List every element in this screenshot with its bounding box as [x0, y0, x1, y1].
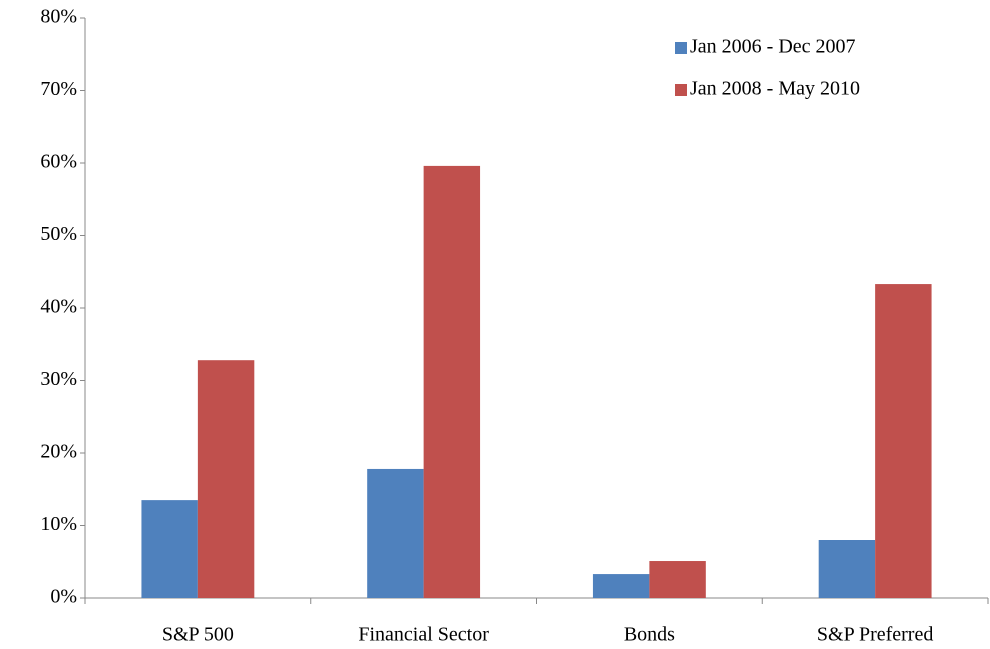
bar: [649, 561, 706, 598]
legend-label: Jan 2008 - May 2010: [690, 78, 860, 100]
bar: [875, 284, 932, 598]
y-tick-label: 20%: [40, 441, 77, 463]
legend-swatch: [675, 84, 687, 96]
y-tick-label: 10%: [40, 513, 77, 535]
x-tick-label: S&P Preferred: [817, 624, 933, 646]
y-tick-label: 0%: [50, 586, 77, 608]
y-tick-label: 50%: [40, 223, 77, 245]
bar: [367, 468, 424, 598]
bar: [818, 540, 876, 598]
legend-label: Jan 2006 - Dec 2007: [690, 36, 856, 58]
x-tick-label: S&P 500: [162, 624, 234, 646]
legend-swatch: [675, 42, 687, 54]
bar: [141, 500, 198, 598]
bar: [592, 574, 650, 598]
bar: [423, 165, 481, 598]
x-tick-label: Financial Sector: [358, 624, 489, 646]
x-tick-label: Bonds: [624, 624, 675, 646]
y-tick-label: 60%: [40, 151, 77, 173]
y-tick-label: 80%: [40, 6, 77, 28]
y-tick-label: 40%: [40, 296, 77, 318]
y-tick-label: 30%: [40, 368, 77, 390]
bar: [197, 360, 255, 598]
y-tick-label: 70%: [40, 78, 77, 100]
